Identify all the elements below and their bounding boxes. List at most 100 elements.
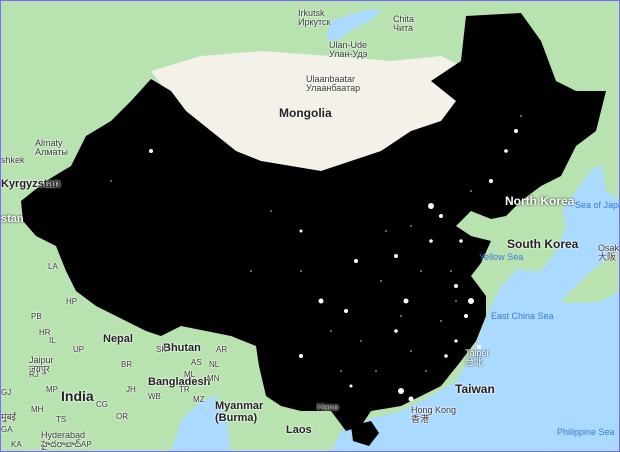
label-code: NL [209,360,220,369]
mongolia-desert [151,51,471,171]
label-code: KA [11,440,22,449]
label-kyrgyzstan: Kyrgyzstan [1,178,61,190]
label-jaipur: Jaipur जयपुर [29,355,54,375]
label-ulaanbaatar: Ulaanbaatar Улаанбаатар [306,74,361,94]
label-ulan-ude: Ulan-Ude Улан-Удэ [329,40,368,60]
label-sea-of-japan: Sea of Japa [575,200,620,210]
label-code: TR [179,385,190,394]
label-code: BR [121,360,133,369]
label-chita: Chita Чита [393,14,415,34]
dim-light [410,350,412,352]
label-code: WB [148,392,161,401]
label-hong-kong: Hong Kong 香港 [411,405,457,425]
dim-light [110,180,112,182]
label-code: TS [56,415,67,424]
light-hangzhou [464,314,468,318]
label-code: OR [116,412,128,421]
light-shenyang [489,179,493,183]
label-code: PB [31,312,42,321]
light-harbin [514,129,518,133]
label-code: MZ [193,395,205,404]
light-urumqi [149,149,153,153]
dim-light [425,370,427,372]
label-code: JH [126,385,136,394]
label-code: UP [73,345,85,354]
label-nepal: Nepal [103,333,133,345]
light-changchun [504,149,508,153]
light-beijing [428,203,434,209]
label-code: LA [48,262,58,271]
south-china-sea [331,301,619,451]
label-code: GJ [1,388,12,397]
label-almaty: Almaty Алматы [35,138,68,158]
light-kunming [299,354,303,358]
dim-light [455,300,457,302]
label-code: RJ [29,370,39,379]
dim-light [400,315,402,317]
label-mumbai: मुंबई [1,412,16,422]
lake-baikal [326,9,381,41]
dim-lights [110,115,522,372]
label-code: IL [49,336,56,345]
dim-light [385,230,387,232]
bay-of-bengal [171,396,231,451]
label-code: GA [1,425,13,434]
light-shanghai [468,298,474,304]
label-code: MP [46,385,58,394]
light-changsha [394,329,398,333]
label-code: HP [66,297,78,306]
hainan-overlay [351,421,379,446]
label-south-korea: South Korea [507,237,579,251]
dim-light [360,340,362,342]
label-code: MH [31,405,44,414]
label-laos: Laos [286,424,312,436]
label-code: MN [207,374,220,383]
label-code: ML [184,370,196,379]
dim-light [410,225,412,227]
light-tianjin [439,214,443,218]
light-guangzhou [398,388,404,394]
japan-north [601,152,619,200]
label-north-korea: North Korea [505,194,575,208]
light-chongqing [344,309,348,313]
china-nightlights-overlay [21,13,606,431]
label-taipei: Taipei 台北 [465,348,489,368]
dim-light [300,270,302,272]
light-shenzhen [408,396,414,402]
label-code: CG [96,400,108,409]
light-fuzhou [454,339,458,343]
label-code: HR [39,328,51,337]
label-philippine-sea: Philippine Sea [557,427,615,437]
dim-light [520,115,522,117]
dim-light [270,210,272,212]
city-lights [149,129,518,402]
label-irkutsk: Irkutsk Иркутск [298,8,331,28]
dim-light [250,270,252,272]
dim-light [470,190,472,192]
label-myanmar: Myanmar (Burma) [215,400,264,424]
light-lanzhou [299,229,303,233]
light-zhengzhou [394,254,398,258]
label-mongolia: Mongolia [279,106,332,120]
label-code: AS [191,358,202,367]
light-nanning [349,384,353,388]
light-xian [354,259,358,263]
japan-land [561,248,619,311]
label-code: SK [156,345,167,354]
label-stan-fragment: stan [1,213,24,225]
dim-light [375,370,377,372]
light-wuhan [403,298,409,304]
dim-light [340,370,342,372]
label-taiwan: Taiwan [455,382,495,396]
light-xiamen [444,354,448,358]
dim-light [450,270,452,272]
label-india: India [61,388,94,404]
light-jinan [429,239,433,243]
dim-light [440,320,442,322]
label-yellow-sea: Yellow Sea [479,252,524,262]
label-hanoi: Hano [317,402,339,412]
light-taipei [477,345,481,349]
light-nanjing [454,284,458,288]
